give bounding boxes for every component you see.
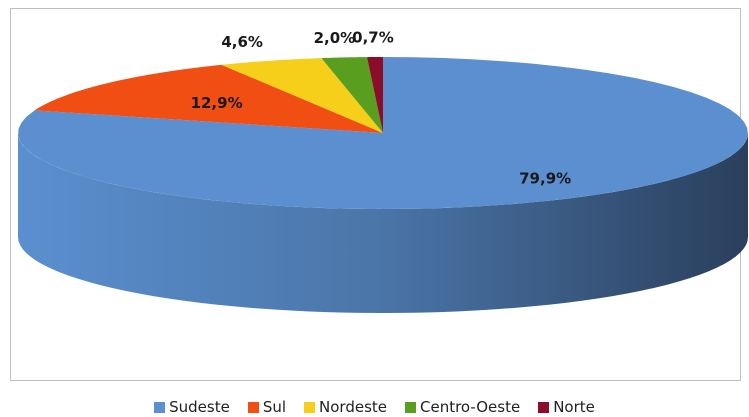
legend-swatch — [154, 401, 166, 413]
legend-label: Centro-Oeste — [420, 398, 521, 416]
legend-item: Centro-Oeste — [405, 398, 520, 416]
data-label: 0,7% — [352, 29, 394, 47]
legend-item: Sul — [247, 398, 287, 416]
slice-side — [18, 133, 748, 313]
legend-swatch — [405, 401, 416, 413]
chart: 79,9% 12,9% 4,6% 2,0%0,7% — [18, 29, 748, 313]
slice — [34, 64, 384, 133]
legend-item: Sudeste — [154, 398, 230, 416]
legend-swatch — [538, 401, 550, 413]
slice — [366, 57, 383, 133]
data-label: 12,9% — [191, 94, 243, 112]
slice — [321, 57, 383, 133]
legend-item: Norte — [538, 398, 595, 416]
data-label: 4,6% — [221, 33, 263, 51]
legend-item: Nordeste — [304, 398, 387, 416]
legend-label: Norte — [553, 398, 595, 416]
data-label: 2,0% — [314, 29, 356, 47]
data-label: 79,9% — [519, 169, 571, 187]
slice — [18, 57, 748, 209]
legend-swatch — [304, 401, 316, 413]
legend-label: Sul — [262, 398, 287, 416]
legend-swatch — [247, 401, 259, 413]
legend-label: Sudeste — [169, 398, 230, 416]
slice — [221, 58, 383, 133]
legend-label: Nordeste — [319, 398, 387, 416]
legend: Sudeste Sul Nordeste Centro-Oeste Norte — [0, 398, 749, 416]
